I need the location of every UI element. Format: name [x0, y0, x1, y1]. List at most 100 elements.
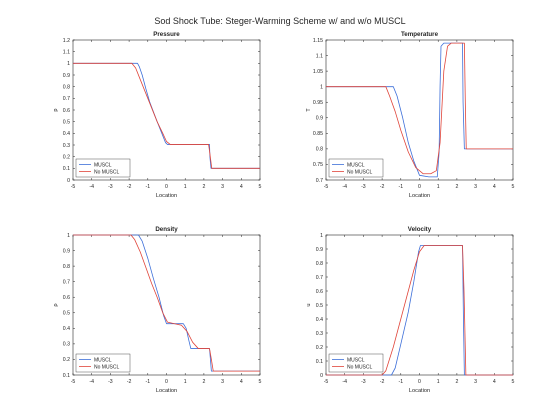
- velocity-xtick-label: -1: [398, 379, 403, 385]
- pressure-xtick-label: -4: [89, 184, 94, 190]
- velocity-series-no-muscl-line: [326, 245, 513, 376]
- density-ytick-label: 1: [67, 233, 70, 239]
- density-xtick-label: -3: [108, 379, 113, 385]
- velocity-legend-box: [328, 353, 384, 373]
- temperature-xtick-label: -4: [342, 184, 347, 190]
- temperature-xtick-label: 3: [474, 184, 477, 190]
- velocity-ylabel: u: [306, 303, 312, 306]
- density-ylabel: ρ: [53, 303, 59, 306]
- velocity-xtick-label: 0: [418, 379, 421, 385]
- density-ytick-label: 0.4: [63, 326, 70, 332]
- pressure-xtick-label: -3: [108, 184, 113, 190]
- temperature-ytick-label: 0.7: [316, 178, 323, 184]
- pressure-ytick-label: 0.4: [63, 131, 70, 137]
- temperature-xtick-label: 1: [437, 184, 440, 190]
- velocity-legend-label: MUSCL: [347, 357, 365, 363]
- temperature-legend-box: [328, 158, 384, 178]
- pressure-xtick-label: 4: [240, 184, 243, 190]
- density-xtick-label: -1: [145, 379, 150, 385]
- velocity-xlabel: Location: [409, 388, 430, 394]
- pressure-xtick-label: -5: [71, 184, 76, 190]
- temperature-xtick-label: -5: [324, 184, 329, 190]
- velocity-ytick-label: 0.3: [316, 331, 323, 337]
- pressure-legend-label: No MUSCL: [94, 169, 120, 175]
- subplot-velocity: Velocity -5 -4 -3 -2 -1 0 1 2 3 4 5 0 0.1 0.2 0.3 0.4 0.5…: [306, 226, 515, 394]
- pressure-series-no-muscl-line: [73, 62, 260, 169]
- pressure-ytick-label: 0.1: [63, 166, 70, 172]
- density-xtick-label: 3: [221, 379, 224, 385]
- density-xtick-label: 0: [165, 379, 168, 385]
- pressure-title: Pressure: [153, 31, 180, 38]
- density-legend-box: [75, 353, 131, 373]
- velocity-ytick-label: 0.7: [316, 275, 323, 281]
- pressure-ytick-label: 0: [67, 178, 70, 184]
- density-xtick-label: 1: [184, 379, 187, 385]
- density-ytick-label: 0.6: [63, 295, 70, 301]
- density-xtick-label: 5: [259, 379, 262, 385]
- temperature-ytick-label: 1.05: [313, 69, 323, 75]
- velocity-ytick-label: 0: [320, 373, 323, 379]
- velocity-axes-box: [325, 234, 514, 376]
- velocity-ytick-label: 0.5: [316, 303, 323, 309]
- temperature-xtick-label: 2: [455, 184, 458, 190]
- density-ytick-label: 0.7: [63, 279, 70, 285]
- temperature-series-muscl-line: [326, 42, 513, 178]
- pressure-xtick-label: 1: [184, 184, 187, 190]
- pressure-ytick-label: 1.2: [63, 38, 70, 44]
- density-ytick-label: 0.1: [63, 373, 70, 379]
- velocity-ytick-label: 0.1: [316, 359, 323, 365]
- velocity-ytick-label: 0.2: [316, 345, 323, 351]
- temperature-legend-label: MUSCL: [347, 162, 365, 168]
- velocity-ytick-label: 1: [320, 233, 323, 239]
- pressure-legend-label: MUSCL: [94, 162, 112, 168]
- velocity-xtick-label: -3: [361, 379, 366, 385]
- density-legend-label: No MUSCL: [94, 364, 120, 370]
- temperature-xtick-label: 5: [512, 184, 515, 190]
- density-title: Density: [155, 226, 178, 233]
- figure-title: Sod Shock Tube: Steger-Warming Scheme w/…: [154, 16, 405, 26]
- pressure-ytick-label: 0.2: [63, 154, 70, 160]
- velocity-xtick-label: 4: [493, 379, 496, 385]
- pressure-ytick-label: 1: [67, 61, 70, 67]
- pressure-legend-box: [75, 158, 131, 178]
- density-xtick-label: 2: [202, 379, 205, 385]
- density-xtick-label: -4: [89, 379, 94, 385]
- density-xlabel: Location: [156, 388, 177, 394]
- velocity-xtick-label: 1: [437, 379, 440, 385]
- velocity-ytick-label: 0.8: [316, 261, 323, 267]
- subplot-pressure: Pressure -5 -4 -3 -2 -1 0 1 2 3 4 5 0 0.1 0.2 0.3 0.4 0.5…: [53, 31, 262, 199]
- temperature-xlabel: Location: [409, 193, 430, 199]
- pressure-ytick-label: 0.7: [63, 96, 70, 102]
- velocity-legend-label: No MUSCL: [347, 364, 373, 370]
- velocity-xtick-label: 5: [512, 379, 515, 385]
- density-legend-label: MUSCL: [94, 357, 112, 363]
- temperature-ytick-label: 0.75: [313, 162, 323, 168]
- pressure-xtick-label: 3: [221, 184, 224, 190]
- velocity-xtick-label: -4: [342, 379, 347, 385]
- velocity-ytick-label: 0.9: [316, 247, 323, 253]
- pressure-ytick-label: 0.8: [63, 84, 70, 90]
- density-series-no-muscl-line: [73, 234, 260, 372]
- temperature-ylabel: T: [306, 108, 312, 112]
- pressure-ytick-label: 0.6: [63, 108, 70, 114]
- velocity-series-muscl-line: [326, 245, 513, 376]
- subplot-temperature: Temperature -5 -4 -3 -2 -1 0 1 2 3 4 5 0.7 0.75 0.8 0.8…: [306, 31, 515, 199]
- density-ytick-label: 0.3: [63, 342, 70, 348]
- temperature-ytick-label: 1.15: [313, 38, 323, 44]
- temperature-ytick-label: 0.9: [316, 116, 323, 122]
- temperature-axes-box: [325, 39, 514, 181]
- temperature-xtick-label: 4: [493, 184, 496, 190]
- temperature-xtick-label: -1: [398, 184, 403, 190]
- velocity-title: Velocity: [408, 226, 432, 233]
- pressure-xtick-label: 0: [165, 184, 168, 190]
- velocity-xtick-label: 2: [455, 379, 458, 385]
- pressure-ylabel: p: [53, 108, 59, 111]
- pressure-ytick-label: 0.3: [63, 143, 70, 149]
- temperature-title: Temperature: [401, 31, 439, 38]
- pressure-xtick-label: 5: [259, 184, 262, 190]
- temperature-ytick-label: 0.85: [313, 131, 323, 137]
- velocity-ytick-label: 0.6: [316, 289, 323, 295]
